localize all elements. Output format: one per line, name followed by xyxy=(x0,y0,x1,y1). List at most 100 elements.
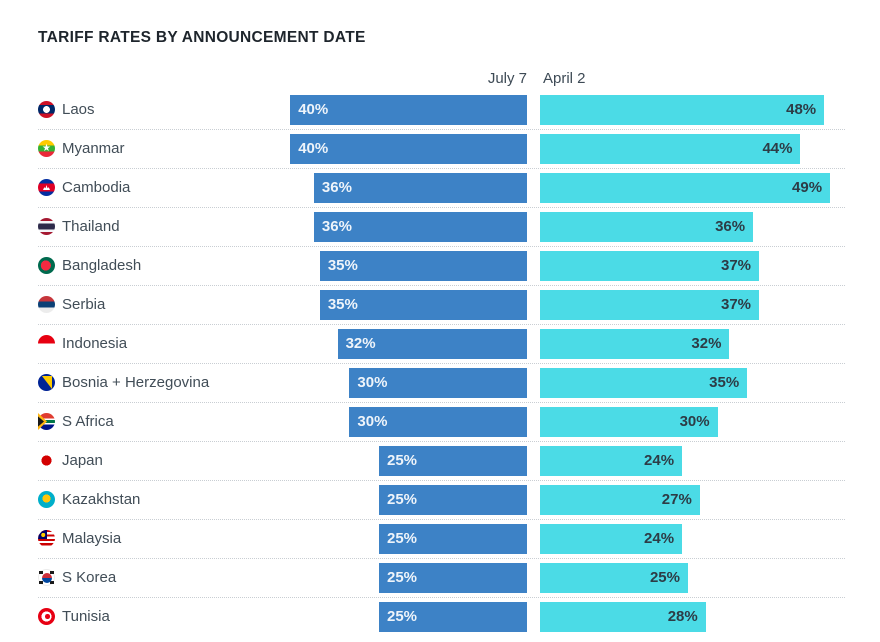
chart-row: Bangladesh 35% 37% xyxy=(38,247,845,286)
country-label: Serbia xyxy=(62,296,106,313)
country-label: Indonesia xyxy=(62,335,128,352)
bar-april2: 36% xyxy=(540,212,754,242)
bar-value-april2: 36% xyxy=(715,218,746,235)
malaysia-flag-icon xyxy=(38,530,55,547)
chart-title: TARIFF RATES BY ANNOUNCEMENT DATE xyxy=(38,29,366,46)
chart-row: S Africa 30% 30% xyxy=(38,403,845,442)
bar-value-july7: 25% xyxy=(387,491,418,508)
chart-row: Thailand 36% 36% xyxy=(38,208,845,247)
chart-row: Cambodia 36% 49% xyxy=(38,169,845,208)
country-label: Myanmar xyxy=(62,140,125,157)
bar-july7: 30% xyxy=(349,368,527,398)
country-label: Japan xyxy=(62,452,103,469)
kazakhstan-flag-icon xyxy=(38,491,55,508)
country-label: Laos xyxy=(62,101,95,118)
bar-value-april2: 24% xyxy=(644,530,675,547)
bar-value-july7: 36% xyxy=(321,218,352,235)
bar-july7: 25% xyxy=(379,563,527,593)
bar-value-april2: 30% xyxy=(679,413,710,430)
bar-july7: 25% xyxy=(379,602,527,632)
bar-value-april2: 44% xyxy=(762,140,793,157)
bar-value-july7: 25% xyxy=(387,530,418,547)
bar-value-april2: 35% xyxy=(709,374,740,391)
chart-row: Laos 40% 48% xyxy=(38,91,845,130)
laos-flag-icon xyxy=(38,101,55,118)
series-header-april2: April 2 xyxy=(543,70,586,87)
safrica-flag-icon xyxy=(38,413,55,430)
cambodia-flag-icon xyxy=(38,179,55,196)
thailand-flag-icon xyxy=(38,218,55,235)
country-label: Malaysia xyxy=(62,530,122,547)
bar-april2: 32% xyxy=(540,329,730,359)
bar-july7: 25% xyxy=(379,446,527,476)
tunisia-flag-icon xyxy=(38,608,55,625)
bar-value-july7: 40% xyxy=(298,140,329,157)
chart-row: Indonesia 32% 32% xyxy=(38,325,845,364)
bar-value-april2: 24% xyxy=(644,452,675,469)
bar-value-april2: 27% xyxy=(661,491,692,508)
bar-april2: 48% xyxy=(540,95,825,125)
bar-april2: 37% xyxy=(540,290,760,320)
bar-april2: 24% xyxy=(540,524,683,554)
indonesia-flag-icon xyxy=(38,335,55,352)
bar-value-july7: 32% xyxy=(345,335,376,352)
chart-row: Kazakhstan 25% 27% xyxy=(38,481,845,520)
country-label: Thailand xyxy=(62,218,120,235)
bar-april2: 44% xyxy=(540,134,801,164)
bar-value-july7: 40% xyxy=(298,101,329,118)
country-label: Bosnia + Herzegovina xyxy=(62,374,210,391)
chart-rows: Laos 40% 48% Myanmar 40% 44% Cambodia 36% 49% Tha… xyxy=(38,91,845,636)
bar-july7: 35% xyxy=(319,251,527,281)
serbia-flag-icon xyxy=(38,296,55,313)
chart-row: Tunisia 25% 28% xyxy=(38,598,845,636)
bar-july7: 32% xyxy=(337,329,527,359)
bar-july7: 40% xyxy=(290,95,527,125)
bar-value-july7: 25% xyxy=(387,452,418,469)
chart-row: Myanmar 40% 44% xyxy=(38,130,845,169)
bosnia-flag-icon xyxy=(38,374,55,391)
bangladesh-flag-icon xyxy=(38,257,55,274)
chart-row: Japan 25% 24% xyxy=(38,442,845,481)
country-label: Bangladesh xyxy=(62,257,142,274)
bar-value-april2: 49% xyxy=(792,179,823,196)
bar-value-july7: 35% xyxy=(327,296,358,313)
bar-value-july7: 35% xyxy=(327,257,358,274)
country-label: S Africa xyxy=(62,413,114,430)
japan-flag-icon xyxy=(38,452,55,469)
country-label: Kazakhstan xyxy=(62,491,141,508)
bar-value-july7: 25% xyxy=(387,608,418,625)
bar-april2: 49% xyxy=(540,173,831,203)
bar-value-july7: 25% xyxy=(387,569,418,586)
series-header-july7: July 7 xyxy=(487,70,527,87)
bar-july7: 25% xyxy=(379,524,527,554)
bar-april2: 35% xyxy=(540,368,748,398)
country-label: Cambodia xyxy=(62,179,131,196)
bar-july7: 36% xyxy=(313,212,527,242)
bar-value-april2: 37% xyxy=(721,296,752,313)
bar-value-july7: 30% xyxy=(357,413,388,430)
country-label: Tunisia xyxy=(62,608,110,625)
bar-july7: 40% xyxy=(290,134,527,164)
bar-april2: 24% xyxy=(540,446,683,476)
country-label: S Korea xyxy=(62,569,117,586)
chart-row: Bosnia + Herzegovina 30% 35% xyxy=(38,364,845,403)
bar-value-july7: 36% xyxy=(321,179,352,196)
bar-value-april2: 48% xyxy=(786,101,817,118)
skorea-flag-icon xyxy=(38,569,55,586)
bar-april2: 25% xyxy=(540,563,688,593)
bar-april2: 27% xyxy=(540,485,700,515)
chart-row: Malaysia 25% 24% xyxy=(38,520,845,559)
chart-row: S Korea 25% 25% xyxy=(38,559,845,598)
bar-april2: 28% xyxy=(540,602,706,632)
chart-row: Serbia 35% 37% xyxy=(38,286,845,325)
bar-value-april2: 32% xyxy=(691,335,722,352)
bar-value-july7: 30% xyxy=(357,374,388,391)
bar-value-april2: 28% xyxy=(667,608,698,625)
bar-april2: 37% xyxy=(540,251,760,281)
myanmar-flag-icon xyxy=(38,140,55,157)
bar-july7: 30% xyxy=(349,407,527,437)
series-headers: July 7 April 2 xyxy=(0,70,880,90)
bar-july7: 36% xyxy=(313,173,527,203)
bar-july7: 25% xyxy=(379,485,527,515)
bar-july7: 35% xyxy=(319,290,527,320)
